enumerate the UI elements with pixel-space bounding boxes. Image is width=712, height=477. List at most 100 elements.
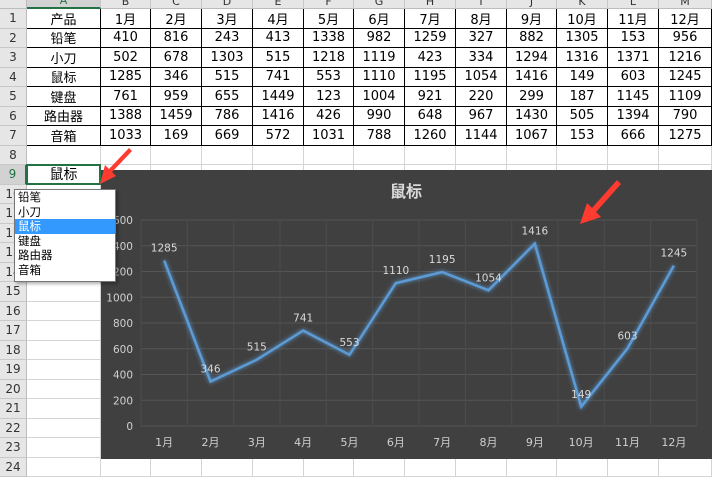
value-cell[interactable]: 515 [253,48,304,68]
month-header-cell[interactable]: 11月 [608,9,659,29]
table-cell[interactable] [101,458,151,477]
month-header-cell[interactable]: 8月 [456,9,507,29]
value-cell[interactable]: 959 [151,87,202,107]
table-cell[interactable] [27,341,101,361]
value-cell[interactable]: 220 [456,87,507,107]
value-cell[interactable]: 1294 [507,48,557,68]
row-header[interactable]: 4 [0,68,27,88]
table-cell[interactable] [608,458,659,477]
value-cell[interactable]: 990 [354,107,405,127]
value-cell[interactable]: 169 [151,126,202,146]
value-cell[interactable]: 655 [202,87,253,107]
value-cell[interactable]: 956 [659,29,712,49]
value-cell[interactable]: 666 [608,126,659,146]
table-cell[interactable] [354,146,405,166]
column-header[interactable]: B [101,0,151,9]
value-cell[interactable]: 1371 [608,48,659,68]
month-header-cell[interactable]: 4月 [253,9,304,29]
table-cell[interactable] [27,380,101,400]
dropdown-option[interactable]: 铅笔 [15,190,115,205]
table-cell[interactable] [27,360,101,380]
column-header[interactable]: G [354,0,405,9]
value-cell[interactable]: 1195 [405,68,456,88]
value-cell[interactable]: 1416 [507,68,557,88]
month-header-cell[interactable]: 12月 [659,9,712,29]
value-cell[interactable]: 1338 [304,29,354,49]
product-name-cell[interactable]: 小刀 [27,48,101,68]
table-cell[interactable] [202,458,253,477]
value-cell[interactable]: 1459 [151,107,202,127]
dropdown-option[interactable]: 鼠标 [15,219,115,234]
dropdown-option[interactable]: 键盘 [15,234,115,249]
value-cell[interactable]: 1449 [253,87,304,107]
row-header[interactable]: 1 [0,9,27,29]
header-cell[interactable]: 产品 [27,9,101,29]
table-cell[interactable] [151,146,202,166]
value-cell[interactable]: 1245 [659,68,712,88]
value-cell[interactable]: 1110 [354,68,405,88]
table-cell[interactable] [304,146,354,166]
month-header-cell[interactable]: 9月 [507,9,557,29]
column-header[interactable]: M [659,0,712,9]
column-header[interactable]: J [507,0,557,9]
product-name-cell[interactable]: 鼠标 [27,68,101,88]
value-cell[interactable]: 1275 [659,126,712,146]
month-header-cell[interactable]: 6月 [354,9,405,29]
value-cell[interactable]: 149 [557,68,608,88]
dropdown-option[interactable]: 路由器 [15,248,115,263]
table-cell[interactable] [405,458,456,477]
month-header-cell[interactable]: 5月 [304,9,354,29]
row-header[interactable]: 5 [0,87,27,107]
column-header[interactable]: D [202,0,253,9]
month-header-cell[interactable]: 3月 [202,9,253,29]
value-cell[interactable]: 790 [659,107,712,127]
value-cell[interactable]: 648 [405,107,456,127]
column-header[interactable]: I [456,0,507,9]
value-cell[interactable]: 1067 [507,126,557,146]
value-cell[interactable]: 741 [253,68,304,88]
column-header[interactable]: H [405,0,456,9]
table-cell[interactable] [304,458,354,477]
row-header[interactable]: 19 [0,360,27,380]
row-header[interactable]: 23 [0,438,27,458]
value-cell[interactable]: 413 [253,29,304,49]
table-cell[interactable] [456,458,507,477]
value-cell[interactable]: 1260 [405,126,456,146]
value-cell[interactable]: 1119 [354,48,405,68]
value-cell[interactable]: 1285 [101,68,151,88]
value-cell[interactable]: 515 [202,68,253,88]
row-header[interactable]: 20 [0,380,27,400]
value-cell[interactable]: 921 [405,87,456,107]
value-cell[interactable]: 669 [202,126,253,146]
column-header[interactable]: L [608,0,659,9]
table-cell[interactable] [507,146,557,166]
table-cell[interactable] [27,302,101,322]
table-cell[interactable] [659,458,712,477]
dropdown-option[interactable]: 音箱 [15,263,115,278]
column-header[interactable]: K [557,0,608,9]
value-cell[interactable]: 123 [304,87,354,107]
value-cell[interactable]: 327 [456,29,507,49]
value-cell[interactable]: 786 [202,107,253,127]
table-cell[interactable] [659,146,712,166]
value-cell[interactable]: 1388 [101,107,151,127]
value-cell[interactable]: 761 [101,87,151,107]
row-header[interactable]: 8 [0,146,27,166]
value-cell[interactable]: 1109 [659,87,712,107]
value-cell[interactable]: 346 [151,68,202,88]
month-header-cell[interactable]: 1月 [101,9,151,29]
value-cell[interactable]: 243 [202,29,253,49]
row-header[interactable]: 24 [0,458,27,477]
column-header[interactable]: E [253,0,304,9]
column-header[interactable]: A [27,0,101,9]
value-cell[interactable]: 816 [151,29,202,49]
row-header[interactable]: 17 [0,321,27,341]
value-cell[interactable]: 1145 [608,87,659,107]
value-cell[interactable]: 334 [456,48,507,68]
month-header-cell[interactable]: 2月 [151,9,202,29]
row-header[interactable]: 15 [0,282,27,302]
table-cell[interactable] [405,146,456,166]
value-cell[interactable]: 426 [304,107,354,127]
value-cell[interactable]: 299 [507,87,557,107]
value-cell[interactable]: 1416 [253,107,304,127]
